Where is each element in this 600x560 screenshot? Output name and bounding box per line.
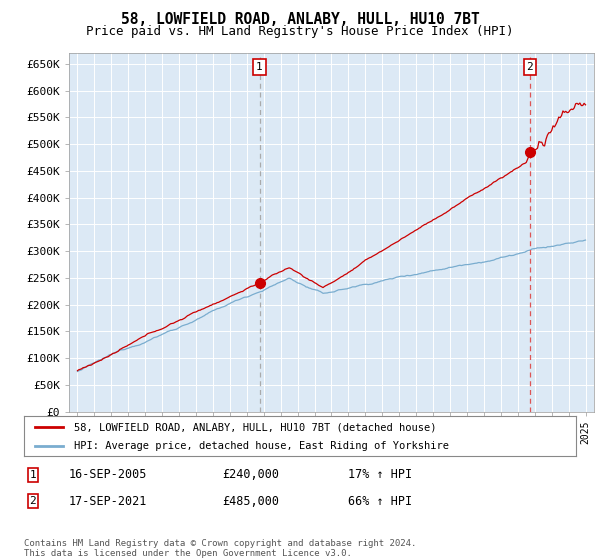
Text: 58, LOWFIELD ROAD, ANLABY, HULL, HU10 7BT (detached house): 58, LOWFIELD ROAD, ANLABY, HULL, HU10 7B… xyxy=(74,422,436,432)
Text: 66% ↑ HPI: 66% ↑ HPI xyxy=(348,494,412,508)
Text: 17-SEP-2021: 17-SEP-2021 xyxy=(69,494,148,508)
Text: £240,000: £240,000 xyxy=(222,468,279,482)
Text: 1: 1 xyxy=(256,62,263,72)
Text: 2: 2 xyxy=(29,496,37,506)
Text: 16-SEP-2005: 16-SEP-2005 xyxy=(69,468,148,482)
Text: 1: 1 xyxy=(29,470,37,480)
Text: 58, LOWFIELD ROAD, ANLABY, HULL, HU10 7BT: 58, LOWFIELD ROAD, ANLABY, HULL, HU10 7B… xyxy=(121,12,479,27)
Text: 17% ↑ HPI: 17% ↑ HPI xyxy=(348,468,412,482)
Text: 2: 2 xyxy=(527,62,533,72)
Text: Price paid vs. HM Land Registry's House Price Index (HPI): Price paid vs. HM Land Registry's House … xyxy=(86,25,514,38)
Text: Contains HM Land Registry data © Crown copyright and database right 2024.
This d: Contains HM Land Registry data © Crown c… xyxy=(24,539,416,558)
Text: £485,000: £485,000 xyxy=(222,494,279,508)
Text: HPI: Average price, detached house, East Riding of Yorkshire: HPI: Average price, detached house, East… xyxy=(74,441,449,451)
